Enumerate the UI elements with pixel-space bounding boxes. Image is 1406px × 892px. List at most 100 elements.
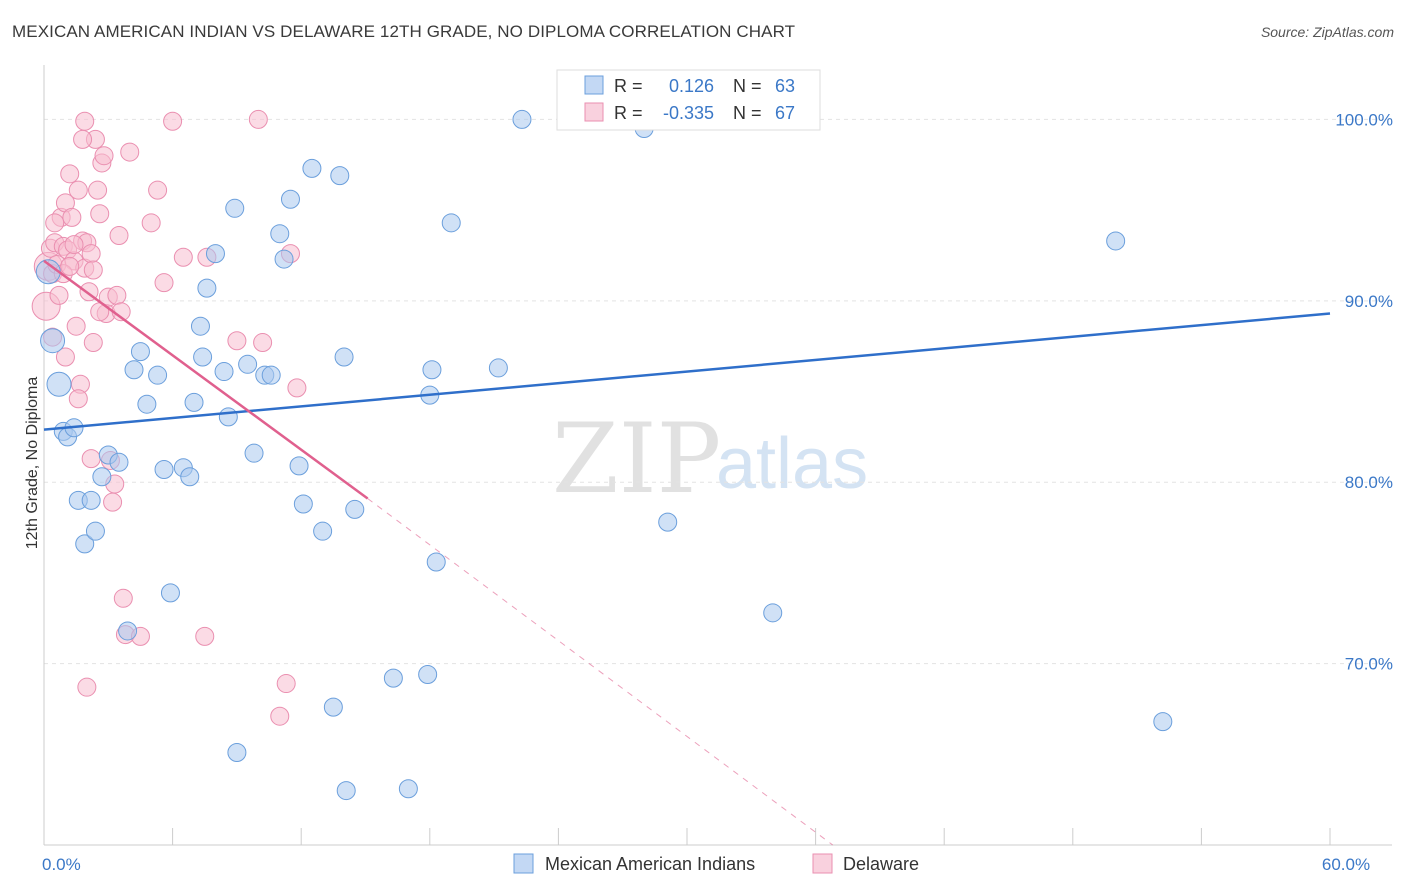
delaware-point: [49, 285, 69, 305]
delaware-point: [120, 142, 140, 162]
delaware-point: [75, 111, 95, 131]
mexican-american-indians-point: [763, 603, 783, 623]
mexican-american-indians-point: [1153, 712, 1173, 732]
x-tick-label: 60.0%: [1322, 855, 1370, 874]
mexican-american-indians-point: [274, 249, 294, 269]
mexican-american-indians-point: [154, 460, 174, 480]
mexican-american-indians-point: [512, 109, 532, 129]
mexican-american-indians-point: [197, 278, 217, 298]
mexican-american-indians-point: [1106, 231, 1126, 251]
delaware-point: [68, 180, 88, 200]
mexican-american-indians-point: [205, 244, 225, 264]
y-tick-label: 100.0%: [1335, 110, 1393, 129]
chart-title: MEXICAN AMERICAN INDIAN VS DELAWARE 12TH…: [12, 22, 796, 41]
mexican-american-indians-point: [137, 394, 157, 414]
delaware-point: [107, 285, 127, 305]
mexican-american-indians-point: [75, 534, 95, 554]
delaware-point: [287, 378, 307, 398]
axes: [43, 65, 1392, 846]
mexican-american-indians-point: [336, 781, 356, 801]
mexican-american-indians-point: [422, 360, 442, 380]
mexican-american-indians-point: [40, 328, 66, 354]
mexican-american-indians-point: [293, 494, 313, 514]
stats-legend: R = 0.126 N = 63 R = -0.335 N = 67: [556, 69, 821, 131]
mexican-american-indians-point: [81, 490, 101, 510]
mexican-american-indians-points: [35, 108, 1173, 801]
trend-lines: [43, 259, 1331, 846]
delaware-point: [45, 213, 65, 233]
delaware-point: [81, 244, 101, 264]
trend-line-delaware: [43, 259, 369, 500]
legend-r-value-1: 0.126: [669, 76, 714, 96]
delaware-point: [248, 109, 268, 129]
watermark-zip: ZIP: [552, 403, 721, 515]
mexican-american-indians-point: [193, 347, 213, 367]
mexican-american-indians-point: [227, 742, 247, 762]
delaware-point: [62, 207, 82, 227]
delaware-point: [83, 333, 103, 353]
x-tick-label: 0.0%: [42, 855, 81, 874]
mexican-american-indians-point: [270, 224, 290, 244]
series-legend-swatch-pink: [812, 853, 833, 874]
mexican-american-indians-point: [218, 407, 238, 427]
mexican-american-indians-point: [302, 158, 322, 178]
legend-swatch-blue: [584, 75, 604, 95]
delaware-point: [103, 492, 123, 512]
legend-r-label-2: R =: [614, 103, 643, 123]
mexican-american-indians-point: [92, 467, 112, 487]
mexican-american-indians-point: [323, 697, 343, 717]
mexican-american-indians-point: [46, 371, 72, 397]
series-legend-swatch-blue: [513, 853, 534, 874]
mexican-american-indians-point: [214, 362, 234, 382]
delaware-point: [66, 316, 86, 336]
mexican-american-indians-point: [238, 354, 258, 374]
delaware-point: [94, 146, 114, 166]
mexican-american-indians-point: [398, 779, 418, 799]
delaware-point: [109, 226, 129, 246]
legend-n-value-2: 67: [775, 103, 795, 123]
delaware-point: [88, 180, 108, 200]
series-legend-label-blue: Mexican American Indians: [545, 854, 755, 874]
delaware-point: [73, 129, 93, 149]
source-label: Source: ZipAtlas.com: [1260, 24, 1394, 40]
delaware-point: [81, 449, 101, 469]
delaware-point: [270, 706, 290, 726]
delaware-point: [276, 674, 296, 694]
delaware-point: [64, 235, 84, 255]
y-tick-label: 70.0%: [1345, 655, 1393, 674]
series-legend: Mexican American Indians Delaware: [513, 853, 919, 874]
legend-r-label-1: R =: [614, 76, 643, 96]
delaware-point: [195, 626, 215, 646]
tick-labels: 100.0% 90.0% 80.0% 70.0% 0.0% 60.0%: [42, 110, 1393, 874]
delaware-point: [77, 677, 97, 697]
delaware-point: [83, 260, 103, 280]
delaware-point: [227, 331, 247, 351]
trend-line-mexican-american-indians: [43, 312, 1331, 431]
mexican-american-indians-point: [160, 583, 180, 603]
mexican-american-indians-point: [488, 358, 508, 378]
mexican-american-indians-point: [184, 392, 204, 412]
mexican-american-indians-point: [124, 360, 144, 380]
mexican-american-indians-point: [118, 621, 138, 641]
delaware-point: [173, 247, 193, 267]
series-legend-label-pink: Delaware: [843, 854, 919, 874]
mexican-american-indians-point: [441, 213, 461, 233]
legend-n-label-1: N =: [733, 76, 762, 96]
mexican-american-indians-point: [383, 668, 403, 688]
delaware-point: [154, 273, 174, 293]
legend-r-value-2: -0.335: [663, 103, 714, 123]
delaware-point: [60, 256, 80, 276]
mexican-american-indians-point: [244, 443, 264, 463]
delaware-point: [55, 347, 75, 367]
legend-n-value-1: 63: [775, 76, 795, 96]
mexican-american-indians-point: [330, 166, 350, 186]
mexican-american-indians-point: [418, 664, 438, 684]
mexican-american-indians-point: [109, 452, 129, 472]
mexican-american-indians-point: [658, 512, 678, 532]
delaware-point: [90, 204, 110, 224]
delaware-point: [141, 213, 161, 233]
mexican-american-indians-point: [334, 347, 354, 367]
delaware-point: [113, 588, 133, 608]
mexican-american-indians-point: [280, 189, 300, 209]
